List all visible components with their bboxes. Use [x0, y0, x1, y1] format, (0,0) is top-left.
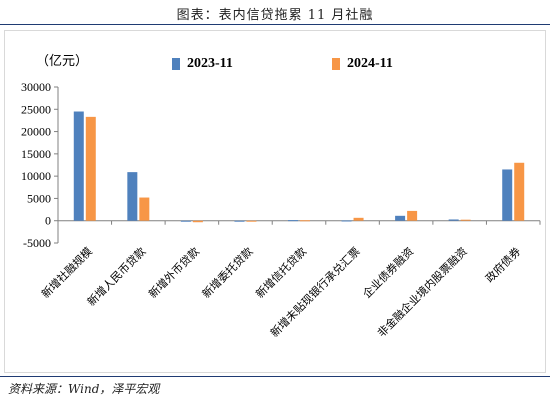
y-tick-label: 10000 [21, 169, 51, 183]
title-divider [0, 24, 550, 25]
bar-2023-11-4 [288, 220, 298, 222]
bar-2023-11-7 [448, 219, 459, 221]
legend-label-2023: 2023-11 [187, 56, 233, 71]
bar-2024-11-2 [192, 220, 203, 223]
x-tick-label: 企业债券融资 [360, 244, 417, 301]
legend-swatch-2023 [172, 58, 180, 70]
x-tick-label: 非金融企业境内股票融资 [374, 244, 469, 339]
x-tick-label: 新增未贴现银行承兑汇票 [267, 244, 362, 339]
bar-2023-11-2 [180, 220, 191, 222]
x-tick-label: 新增委托贷款 [199, 244, 256, 301]
footer-divider [0, 376, 550, 377]
bar-2024-11-5 [353, 217, 364, 221]
bar-2024-11-6 [407, 210, 418, 221]
bar-2023-11-8 [502, 169, 513, 221]
y-tick-label: -5000 [23, 236, 51, 250]
legend-item-2024: 2024-11 [332, 56, 393, 72]
y-tick-label: 20000 [21, 125, 51, 139]
legend-swatch-2024 [332, 58, 340, 70]
bar-2024-11-0 [85, 116, 96, 221]
y-tick-label: 0 [45, 214, 51, 228]
bar-2024-11-7 [460, 219, 471, 221]
bar-2023-11-5 [341, 220, 352, 222]
bar-2023-11-6 [395, 215, 406, 221]
legend-item-2023: 2023-11 [172, 56, 233, 72]
bar-2023-11-0 [73, 111, 84, 221]
bar-2024-11-4 [300, 220, 310, 222]
y-unit-label: （亿元） [36, 54, 89, 69]
bar-2024-11-8 [514, 162, 525, 221]
y-tick-label: 5000 [27, 191, 51, 205]
x-tick-label: 新增外币贷款 [145, 244, 202, 301]
source-note: 资料来源：Wind，泽平宏观 [8, 382, 160, 396]
y-tick-label: 30000 [21, 80, 51, 94]
bar-2024-11-3 [246, 220, 257, 222]
page-title: 图表：表内信贷拖累 11 月社融 [176, 8, 374, 23]
y-tick-label: 15000 [21, 147, 51, 161]
bar-2023-11-3 [234, 220, 245, 222]
bar-2023-11-1 [127, 172, 138, 221]
bar-2024-11-1 [139, 197, 150, 221]
x-tick-label: 政府债券 [482, 244, 523, 285]
x-tick-label: 新增社融规模 [38, 244, 95, 301]
y-tick-label: 25000 [21, 102, 51, 116]
chart-frame [4, 30, 546, 373]
legend-label-2024: 2024-11 [347, 56, 393, 71]
x-tick-label: 新增信托贷款 [253, 244, 310, 301]
